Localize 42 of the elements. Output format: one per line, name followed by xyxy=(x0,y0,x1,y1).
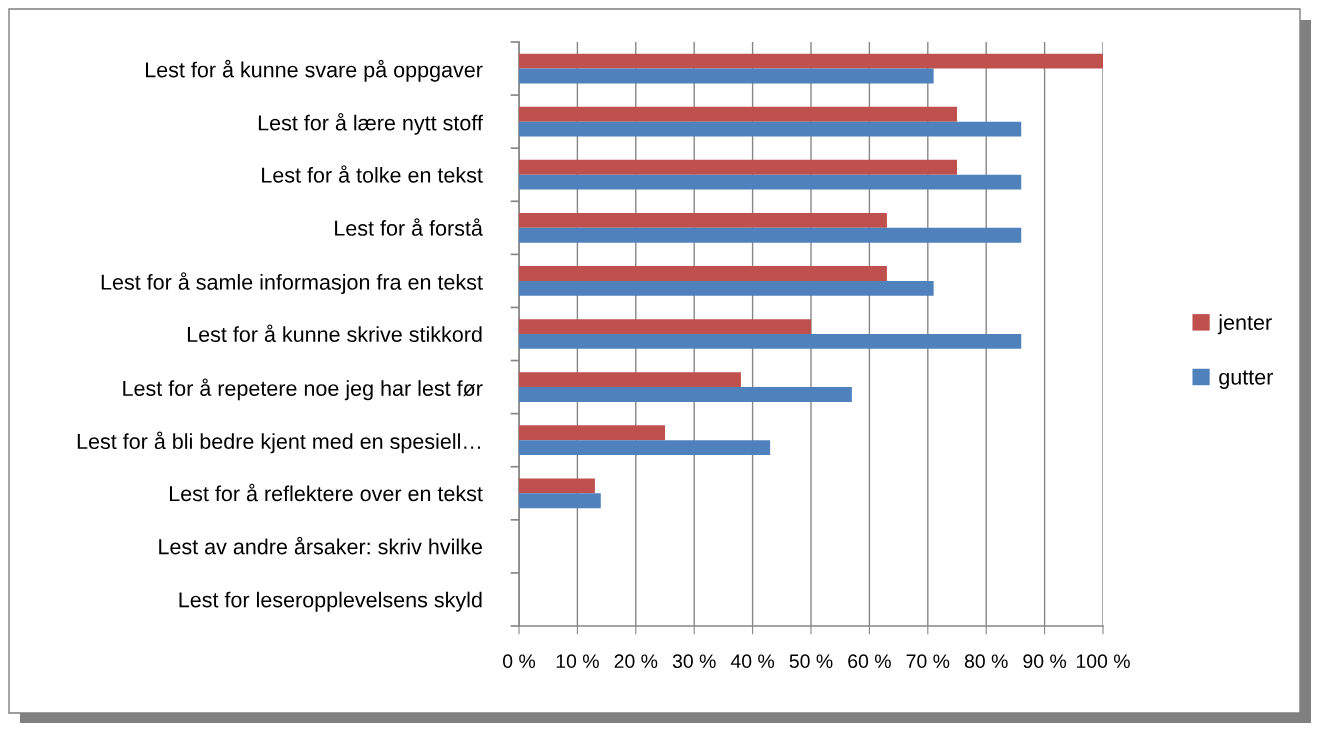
x-tick-label: 70 % xyxy=(906,654,950,669)
bar xyxy=(519,53,1103,69)
y-tick-label: Lest for leseropplevelsens skyld xyxy=(179,591,482,612)
y-tick-label: Lest av andre årsaker: skriv hvilke xyxy=(159,536,482,555)
bar xyxy=(519,319,811,334)
y-tick-label: Lest for å kunne svare på oppgaver xyxy=(146,59,483,82)
bar xyxy=(519,212,887,228)
x-tick-label: 20 % xyxy=(614,654,658,669)
bar xyxy=(519,387,852,402)
bar xyxy=(519,334,1022,349)
y-tick-label: Lest for å repetere noe jeg har lest før xyxy=(123,378,483,401)
x-tick-label: 10 % xyxy=(556,654,599,669)
x-tick-label: 60 % xyxy=(848,654,891,669)
x-tick-label: 90 % xyxy=(1023,654,1067,669)
bar xyxy=(519,266,887,281)
y-tick-label: Lest for å tolke en tekst xyxy=(262,165,483,183)
y-tick-label: Lest for å reflektere over en tekst xyxy=(169,483,483,502)
y-tick-label: Lest for å lære nytt stoff xyxy=(258,112,483,135)
bar xyxy=(519,68,934,84)
legend-label: gutter xyxy=(1219,370,1273,389)
bar xyxy=(519,372,741,388)
y-tick-label: Lest for å samle informasjon fra en tekst xyxy=(101,272,483,295)
x-tick-label: 0 % xyxy=(503,654,536,669)
bar xyxy=(519,106,957,122)
x-tick-label: 80 % xyxy=(964,654,1008,669)
x-tick-label: 100 % xyxy=(1076,654,1130,669)
x-tick-label: 30 % xyxy=(672,654,716,669)
bar xyxy=(519,280,934,296)
bar xyxy=(519,121,1022,137)
bar xyxy=(519,493,601,509)
y-tick-label: Lest for å bli bedre kjent med en spesiell… xyxy=(77,431,480,454)
bar xyxy=(519,159,957,175)
y-tick-label: Lest for å kunne skrive stikkord xyxy=(187,324,482,343)
bar xyxy=(519,478,595,494)
y-tick-label: Lest for å forstå xyxy=(335,218,483,236)
bar xyxy=(519,227,1022,243)
x-tick-label: 50 % xyxy=(789,654,833,669)
bar xyxy=(519,440,771,456)
bar xyxy=(519,425,665,441)
x-tick-label: 40 % xyxy=(730,654,775,669)
legend-label: jenter xyxy=(1217,314,1272,335)
bar xyxy=(519,174,1022,190)
